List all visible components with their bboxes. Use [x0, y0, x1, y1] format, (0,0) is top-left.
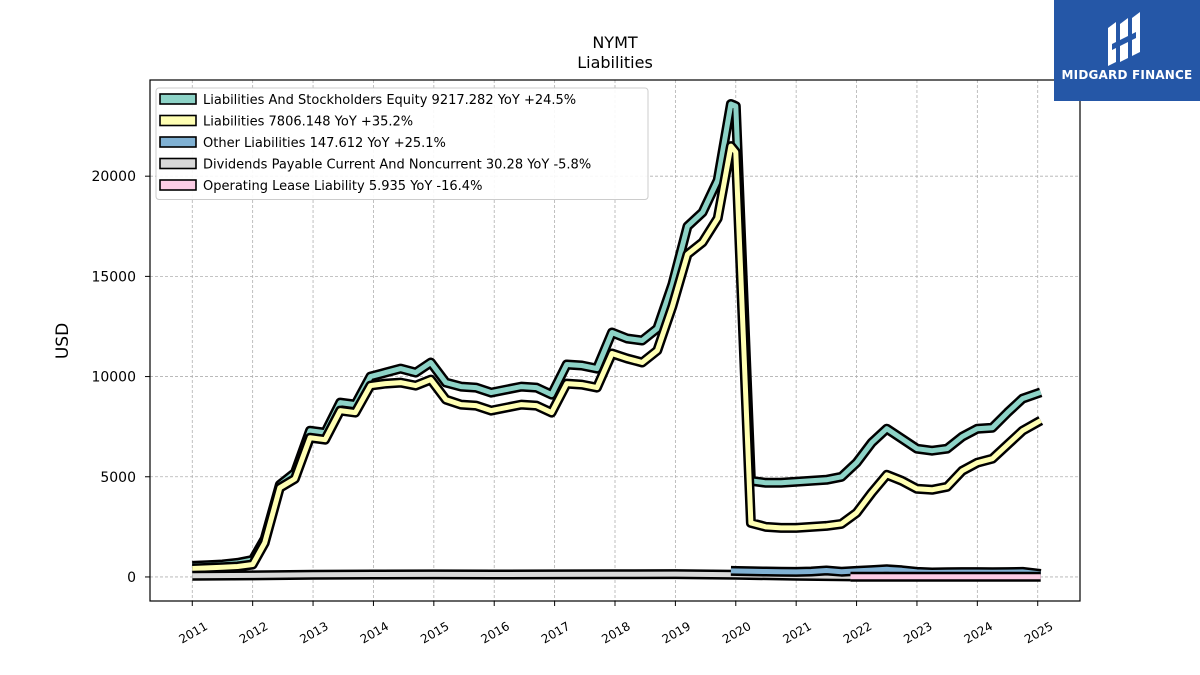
- series-group: [192, 99, 1044, 582]
- legend-label: Operating Lease Liability 5.935 YoY -16.…: [203, 179, 482, 194]
- legend-swatch: [159, 136, 197, 148]
- series-line: [192, 143, 1042, 571]
- legend-swatch: [159, 93, 197, 105]
- y-tick-label: 10000: [91, 370, 136, 386]
- legend-label: Dividends Payable Current And Noncurrent…: [203, 158, 591, 173]
- y-axis-label: USD: [53, 323, 73, 359]
- y-tick-label: 0: [127, 570, 136, 586]
- midgard-logo-icon: [1108, 12, 1140, 66]
- y-tick-label: 5000: [100, 470, 136, 486]
- brand-name: MIDGARD FINANCE: [1061, 68, 1193, 82]
- chart-title: NYMT: [592, 33, 638, 52]
- y-tick-label: 15000: [91, 269, 136, 285]
- brand-logo: MIDGARD FINANCE: [1054, 0, 1200, 101]
- legend-box: [155, 87, 649, 200]
- legend: Liabilities And Stockholders Equity 9217…: [155, 87, 649, 200]
- legend-swatch: [159, 114, 197, 127]
- chart-subtitle: Liabilities: [577, 53, 653, 72]
- legend-label: Liabilities And Stockholders Equity 9217…: [203, 93, 576, 108]
- y-tick-label: 20000: [91, 169, 136, 185]
- legend-label: Other Liabilities 147.612 YoY +25.1%: [203, 136, 446, 151]
- legend-label: Liabilities 7806.148 YoY +35.2%: [203, 115, 413, 130]
- legend-swatch: [159, 157, 197, 170]
- legend-swatch: [159, 179, 197, 191]
